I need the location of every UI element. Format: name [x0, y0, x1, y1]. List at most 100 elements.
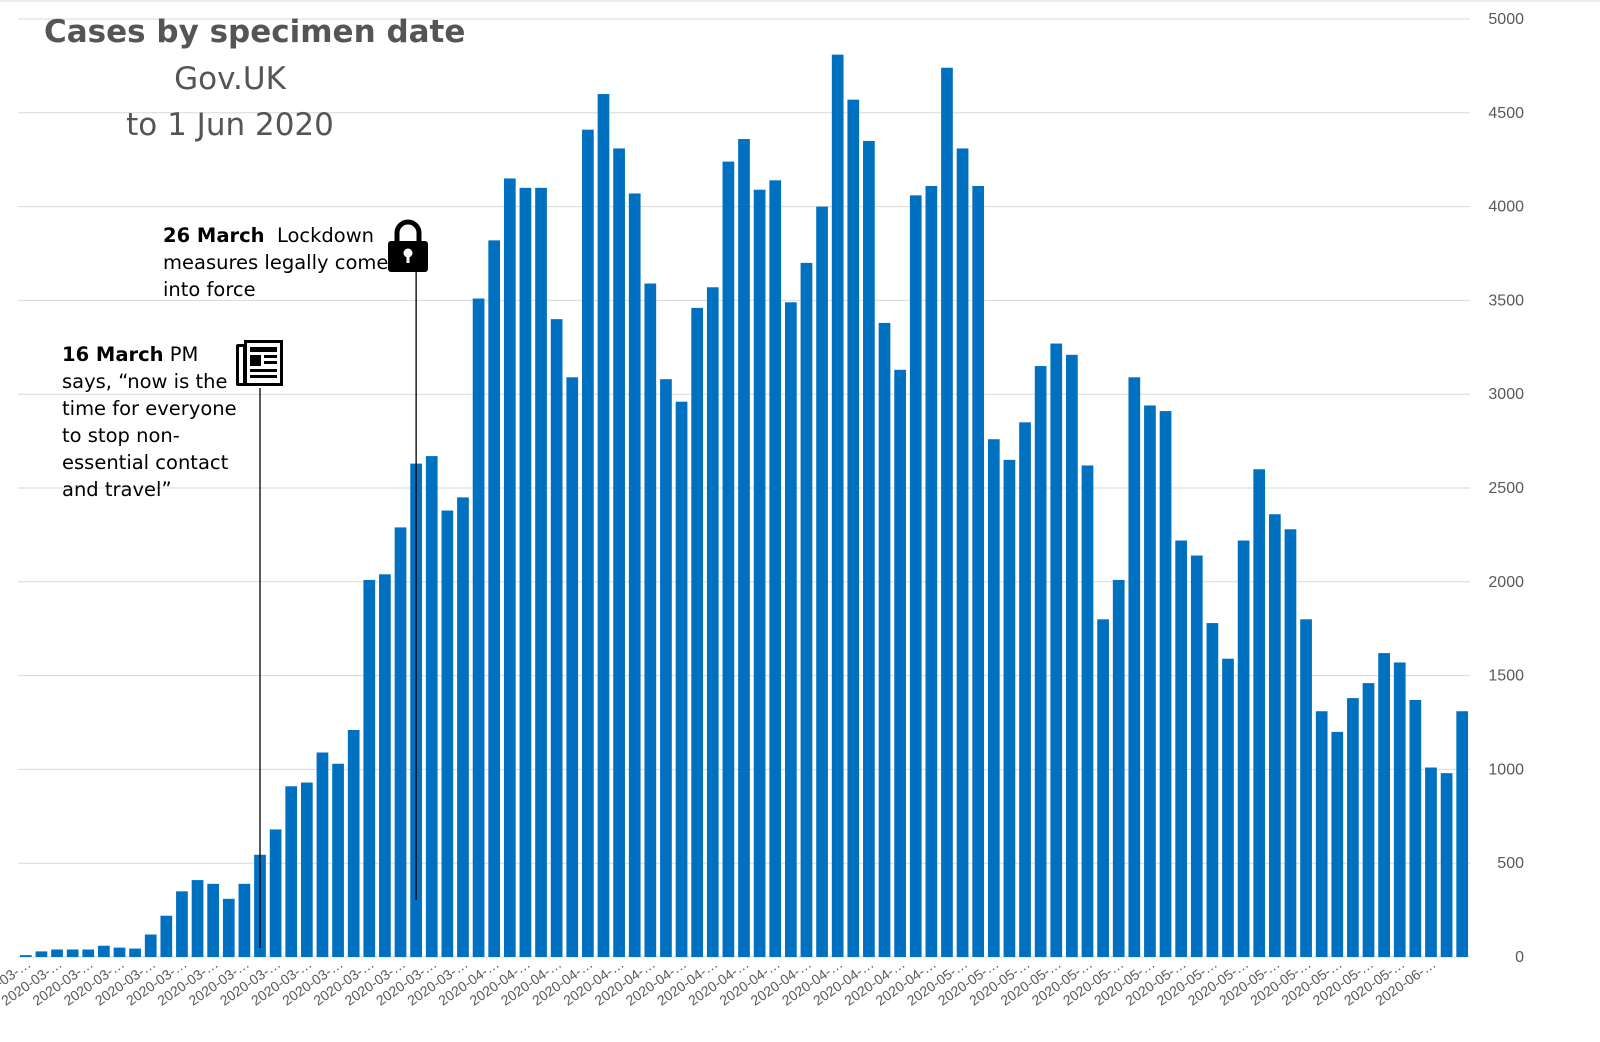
bar	[1159, 411, 1172, 958]
y-tick-label: 2000	[1488, 574, 1524, 591]
bar	[1315, 711, 1328, 957]
bar	[722, 161, 735, 958]
annotation-16-march-line: to stop non-	[62, 424, 180, 447]
y-axis-tick-labels: 0 500 1000 1500 2000 2500 3000 3500 4000 4500 5000	[1488, 11, 1524, 966]
bar	[113, 947, 126, 957]
annotation-16-march-line: essential contact	[62, 451, 229, 474]
bar	[1066, 354, 1078, 958]
annotation-26-march: 26 March Lockdown measures legally come …	[163, 222, 388, 303]
bar	[503, 178, 516, 957]
bar	[706, 287, 719, 957]
bar	[738, 139, 750, 958]
bar	[488, 240, 501, 958]
newspaper-icon	[236, 340, 283, 386]
bar	[628, 193, 641, 957]
annotation-16-march-line: and travel”	[62, 478, 172, 501]
bar	[1362, 683, 1375, 957]
bar	[1190, 555, 1203, 957]
y-tick-label: 5000	[1488, 11, 1524, 28]
bar	[1175, 540, 1188, 957]
y-tick-label: 3000	[1488, 386, 1524, 403]
bar	[1331, 731, 1344, 957]
bar	[51, 949, 63, 957]
bar	[19, 955, 32, 957]
bar	[613, 148, 625, 958]
bar	[1284, 529, 1297, 957]
gridlines	[0, 0, 1600, 958]
bar	[769, 180, 782, 957]
chart-subtitle-date: to 1 Jun 2020	[126, 107, 334, 143]
y-tick-label: 1500	[1488, 668, 1524, 685]
bar	[878, 322, 891, 957]
bar	[519, 187, 532, 958]
bar	[316, 752, 329, 957]
bar	[332, 763, 344, 957]
x-axis-tick-labels: 2020-03-…2020-03-…2020-03-…2020-03-…2020…	[0, 955, 1439, 1008]
annotation-16-march-line1: 16 March PM	[62, 341, 237, 368]
bar	[1128, 377, 1141, 957]
y-tick-label: 4500	[1488, 105, 1524, 122]
y-tick-label: 4000	[1488, 199, 1524, 216]
bar	[1034, 366, 1047, 957]
annotation-16-march-line: time for everyone	[62, 397, 237, 420]
bar	[238, 883, 251, 957]
bar	[800, 262, 813, 957]
bar	[441, 510, 454, 957]
bar	[644, 283, 657, 957]
bar	[894, 369, 906, 957]
annotation-16-march-text: PM	[163, 343, 199, 366]
bar	[98, 945, 110, 957]
bar	[972, 185, 985, 958]
bar	[753, 189, 766, 957]
annotation-26-march-line1: 26 March Lockdown	[163, 222, 388, 249]
bar	[1440, 773, 1453, 957]
bar	[1206, 623, 1219, 957]
annotation-16-march-line: says, “now is the	[62, 370, 228, 393]
annotation-26-march-date: 26 March	[163, 224, 265, 247]
bar	[129, 948, 141, 957]
bar	[816, 206, 828, 958]
bar	[1300, 619, 1312, 957]
bars	[19, 54, 1469, 958]
annotation-16-march-date: 16 March	[62, 343, 164, 366]
chart-title: Cases by specimen date	[44, 14, 466, 50]
y-tick-label: 2500	[1488, 480, 1524, 497]
y-tick-label: 0	[1515, 949, 1524, 966]
bar	[347, 730, 360, 957]
bar	[1112, 579, 1125, 957]
bar	[285, 786, 298, 957]
bar	[925, 185, 938, 958]
bar	[847, 99, 860, 958]
bar	[566, 377, 579, 957]
bar	[675, 401, 688, 958]
bar	[82, 949, 95, 957]
y-tick-label: 3500	[1488, 292, 1524, 309]
bar	[176, 891, 188, 957]
bar	[144, 934, 157, 957]
bar	[394, 527, 407, 957]
bar	[1097, 619, 1109, 957]
bar	[1081, 465, 1094, 957]
bar	[269, 829, 282, 957]
y-tick-label: 1000	[1488, 761, 1524, 778]
bar	[1409, 699, 1422, 957]
bar	[831, 54, 844, 958]
annotation-26-march-line: measures legally come	[163, 251, 389, 274]
bar	[1144, 405, 1156, 957]
y-tick-label: 500	[1497, 855, 1524, 872]
bar	[1003, 459, 1016, 957]
bar	[472, 298, 485, 957]
bar	[550, 319, 563, 957]
bar	[66, 949, 79, 957]
bar	[363, 579, 376, 957]
annotation-leader-lines	[259, 270, 417, 948]
bar	[160, 915, 173, 957]
bar	[1393, 662, 1406, 957]
bar	[660, 379, 672, 957]
bar	[300, 782, 313, 957]
bar	[1456, 711, 1469, 957]
bar	[1378, 653, 1390, 957]
bar	[597, 94, 610, 958]
chart-subtitle-source: Gov.UK	[174, 61, 286, 97]
